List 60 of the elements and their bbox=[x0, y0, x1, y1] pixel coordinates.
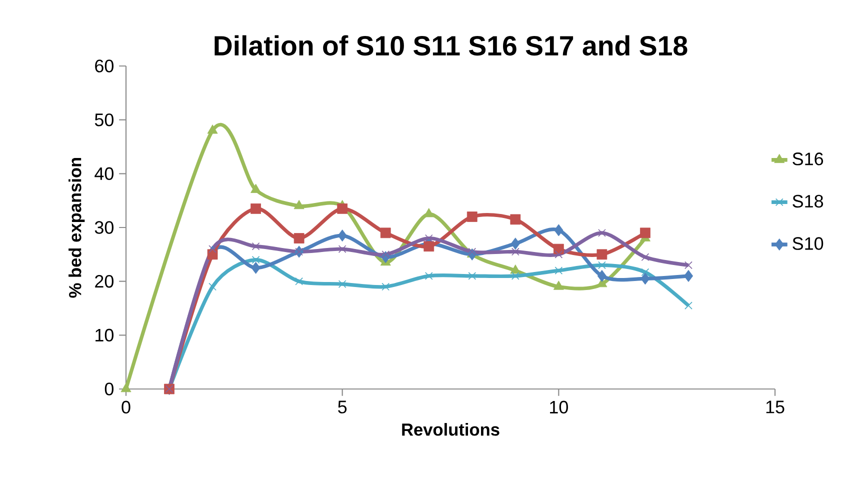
point bbox=[598, 261, 606, 270]
legend-label: S10 bbox=[792, 237, 824, 250]
point bbox=[338, 245, 346, 253]
point bbox=[250, 203, 261, 214]
y-tick-label: 20 bbox=[95, 274, 114, 288]
point bbox=[510, 214, 521, 225]
point bbox=[207, 249, 218, 260]
point bbox=[338, 230, 347, 242]
point bbox=[684, 270, 694, 282]
x-tick-label: 0 bbox=[122, 400, 130, 414]
y-tick-label: 40 bbox=[94, 167, 114, 180]
point bbox=[468, 272, 476, 280]
point bbox=[596, 249, 608, 260]
point bbox=[511, 248, 520, 256]
y-axis-title: % bed expansion bbox=[68, 158, 85, 298]
y-tick-label: 0 bbox=[104, 382, 114, 396]
x-tick-label: 15 bbox=[766, 400, 784, 414]
point bbox=[466, 212, 478, 222]
x-axis-title: Revolutions bbox=[402, 423, 500, 436]
point bbox=[424, 241, 434, 252]
legend-label: S18 bbox=[792, 194, 824, 208]
point bbox=[208, 282, 216, 291]
point bbox=[554, 250, 563, 258]
point bbox=[597, 270, 607, 282]
point bbox=[510, 264, 521, 274]
point bbox=[684, 261, 692, 270]
point bbox=[424, 234, 433, 242]
point bbox=[510, 238, 520, 250]
point bbox=[598, 228, 606, 237]
point bbox=[207, 124, 218, 134]
point bbox=[294, 233, 304, 244]
point bbox=[295, 277, 304, 286]
point bbox=[553, 244, 564, 254]
point bbox=[294, 200, 304, 210]
y-tick-label: 50 bbox=[94, 113, 114, 126]
point bbox=[380, 228, 391, 238]
x-tick-label: 5 bbox=[338, 400, 347, 414]
point bbox=[553, 280, 564, 290]
point bbox=[251, 262, 260, 274]
point bbox=[337, 203, 348, 214]
point bbox=[338, 280, 346, 288]
y-tick-label: 60 bbox=[95, 60, 114, 72]
point bbox=[640, 228, 650, 238]
point bbox=[640, 272, 650, 285]
legend-label: S16 bbox=[792, 152, 824, 166]
y-tick-label: 30 bbox=[94, 221, 114, 234]
y-tick-label: 10 bbox=[96, 328, 114, 342]
x-tick-label: 10 bbox=[550, 400, 568, 414]
point bbox=[250, 184, 262, 193]
point bbox=[511, 272, 520, 280]
point bbox=[554, 266, 563, 275]
point bbox=[382, 250, 390, 258]
chart-title: Dilation of S10 S11 S16 S17 and S18 bbox=[214, 35, 688, 56]
point bbox=[252, 256, 260, 264]
point bbox=[554, 224, 564, 236]
point bbox=[424, 272, 433, 280]
point bbox=[684, 302, 692, 310]
point bbox=[208, 245, 216, 253]
point bbox=[641, 268, 650, 276]
point bbox=[382, 282, 390, 291]
